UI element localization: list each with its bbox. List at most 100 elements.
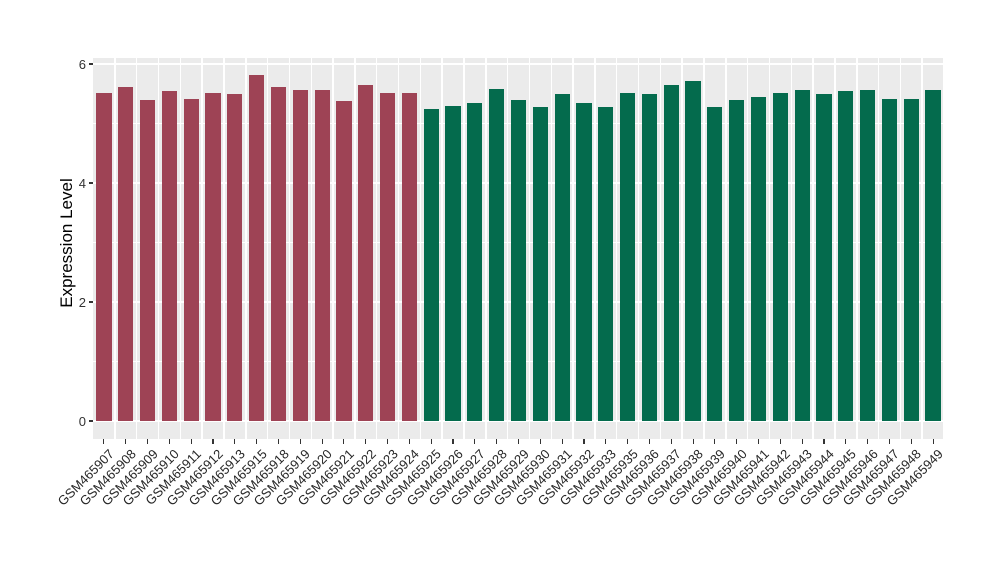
bar-GSM465918 — [270, 87, 287, 421]
gridline-vertical — [637, 58, 640, 439]
y-tick-label: 0 — [78, 414, 86, 429]
x-tick-mark — [605, 439, 607, 444]
x-tick-mark — [190, 439, 192, 444]
bar-GSM465907 — [96, 93, 112, 421]
bar-GSM465913 — [227, 93, 243, 421]
y-axis-title: Expression Level — [57, 178, 76, 308]
x-tick-mark — [583, 439, 585, 444]
gridline-vertical — [179, 58, 181, 439]
y-tick-label: 2 — [78, 295, 86, 310]
x-tick-mark — [321, 439, 323, 444]
bar-GSM465908 — [118, 87, 134, 421]
gridline-vertical — [223, 58, 225, 439]
gridline-vertical — [856, 58, 858, 439]
bar-GSM465949 — [925, 89, 941, 421]
bar-GSM465933 — [598, 106, 614, 421]
y-tick-mark — [89, 63, 93, 65]
bar-GSM465927 — [467, 102, 483, 421]
bar-GSM465915 — [249, 74, 265, 421]
bar-GSM465921 — [336, 100, 352, 421]
y-tick-mark — [89, 301, 93, 303]
gridline-vertical — [703, 58, 705, 439]
gridline-vertical — [375, 58, 378, 439]
gridline-vertical — [354, 58, 356, 439]
bar-GSM465939 — [707, 106, 723, 421]
gridline-vertical — [419, 58, 422, 439]
gridline-vertical — [245, 58, 247, 439]
x-tick-mark — [299, 439, 301, 444]
bar-GSM465946 — [860, 89, 876, 421]
gridline-vertical — [485, 58, 487, 439]
x-tick-mark — [168, 439, 170, 444]
x-tick-mark — [823, 439, 825, 444]
x-tick-mark — [212, 439, 214, 444]
gridline-vertical — [266, 58, 269, 439]
x-tick-mark — [517, 439, 520, 444]
gridline-vertical — [397, 58, 400, 439]
y-tick-mark — [89, 420, 93, 422]
gridline-vertical — [506, 58, 509, 439]
bar-GSM465922 — [358, 84, 374, 421]
bar-GSM465947 — [881, 99, 898, 421]
gridline-vertical — [746, 58, 749, 439]
x-tick-mark — [103, 439, 105, 444]
x-tick-mark — [845, 439, 847, 444]
gridline-vertical — [201, 58, 203, 439]
bar-GSM465937 — [663, 84, 679, 421]
y-tick-mark — [89, 182, 93, 184]
x-tick-mark — [256, 439, 258, 444]
bar-GSM465936 — [641, 93, 658, 421]
gridline-vertical — [899, 58, 902, 439]
x-tick-mark — [932, 439, 934, 444]
x-tick-mark — [277, 439, 280, 444]
gridline-vertical — [463, 58, 465, 439]
bar-GSM465935 — [620, 93, 636, 421]
x-tick-mark — [736, 439, 738, 444]
bar-GSM465930 — [532, 106, 548, 421]
x-tick-mark — [125, 439, 127, 444]
bar-GSM465909 — [139, 99, 156, 421]
x-tick-mark — [801, 439, 803, 444]
gridline-vertical — [528, 58, 531, 439]
x-tick-mark — [147, 439, 149, 444]
gridline-vertical — [594, 58, 596, 439]
x-tick-mark — [757, 439, 760, 444]
bar-GSM465919 — [292, 89, 308, 421]
x-tick-mark — [714, 439, 716, 444]
bar-GSM465941 — [750, 96, 767, 421]
gridline-vertical — [135, 58, 138, 439]
gridline-vertical — [550, 58, 552, 439]
x-tick-mark — [561, 439, 563, 444]
bar-GSM465948 — [903, 98, 919, 421]
x-tick-mark — [888, 439, 890, 444]
bar-GSM465910 — [161, 91, 177, 421]
gridline-vertical — [114, 58, 116, 439]
y-tick-label: 4 — [78, 176, 86, 191]
gridline-vertical — [288, 58, 291, 439]
bar-GSM465931 — [554, 94, 570, 421]
bar-GSM465945 — [838, 91, 854, 421]
bar-GSM465943 — [794, 90, 810, 421]
x-tick-mark — [474, 439, 476, 444]
gridline-vertical — [332, 58, 334, 439]
gridline-vertical — [812, 58, 814, 439]
bar-GSM465926 — [445, 106, 461, 421]
x-tick-mark — [365, 439, 367, 444]
gridline-vertical — [834, 58, 836, 439]
gridline-vertical — [572, 58, 574, 439]
bar-GSM465932 — [576, 102, 592, 421]
x-tick-mark — [910, 439, 912, 444]
gridline-vertical — [790, 58, 792, 439]
x-tick-mark — [867, 439, 869, 444]
bar-GSM465920 — [314, 90, 330, 421]
gridline-vertical — [615, 58, 618, 439]
x-tick-mark — [452, 439, 454, 444]
gridline-vertical — [441, 58, 443, 439]
x-tick-mark — [430, 439, 432, 444]
x-tick-mark — [627, 439, 629, 444]
y-tick-label: 6 — [78, 57, 86, 72]
gridline-horizontal-major — [93, 420, 944, 422]
bar-GSM465924 — [401, 92, 417, 421]
x-tick-mark — [670, 439, 672, 444]
